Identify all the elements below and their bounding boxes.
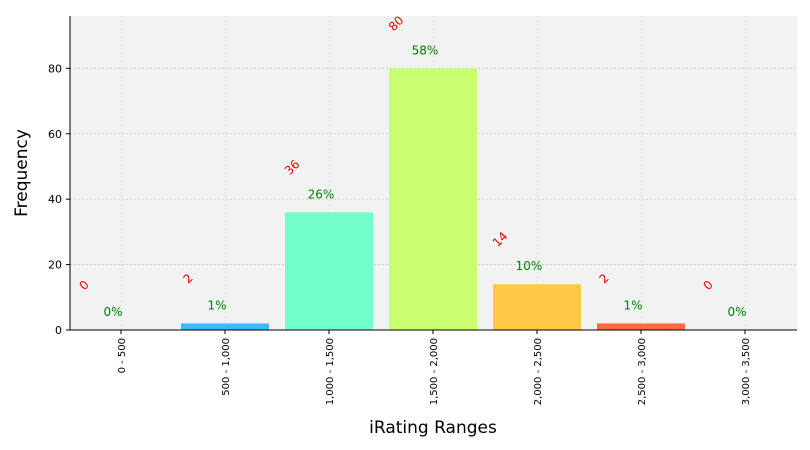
- percent-label: 58%: [412, 43, 439, 57]
- x-tick-label: 0 - 500: [117, 338, 128, 373]
- percent-label: 26%: [308, 187, 335, 201]
- bar: [597, 323, 685, 330]
- bar: [181, 323, 269, 330]
- y-tick-label: 60: [48, 128, 62, 141]
- bar: [389, 68, 477, 330]
- y-tick-label: 20: [48, 259, 62, 272]
- percent-label: 1%: [207, 298, 226, 312]
- x-ticks: 0 - 500 500 - 1,000 1,000 - 1,500 1,500 - 2…: [117, 330, 752, 405]
- x-tick-label: 1,000 - 1,500: [325, 338, 336, 405]
- x-tick-label: 2,000 - 2,500: [533, 338, 544, 405]
- x-tick-label: 2,500 - 3,000: [637, 338, 648, 405]
- y-ticks: 0 20 40 60 80: [48, 62, 70, 337]
- bar: [493, 284, 581, 330]
- percent-label: 0%: [103, 305, 122, 319]
- y-tick-label: 40: [48, 193, 62, 206]
- x-tick-label: 1,500 - 2,000: [429, 338, 440, 405]
- y-tick-label: 80: [48, 62, 62, 75]
- x-axis-title: iRating Ranges: [369, 418, 497, 438]
- x-tick-label: 500 - 1,000: [221, 338, 232, 396]
- bars: [181, 68, 685, 330]
- bar: [285, 212, 373, 330]
- grid-lines: [70, 16, 797, 330]
- percent-label: 1%: [623, 298, 642, 312]
- y-axis-title: Frequency: [12, 129, 32, 217]
- percent-label: 10%: [516, 259, 543, 273]
- x-tick-label: 3,000 - 3,500: [741, 338, 752, 405]
- y-tick-label: 0: [55, 324, 62, 337]
- percent-label: 0%: [727, 305, 746, 319]
